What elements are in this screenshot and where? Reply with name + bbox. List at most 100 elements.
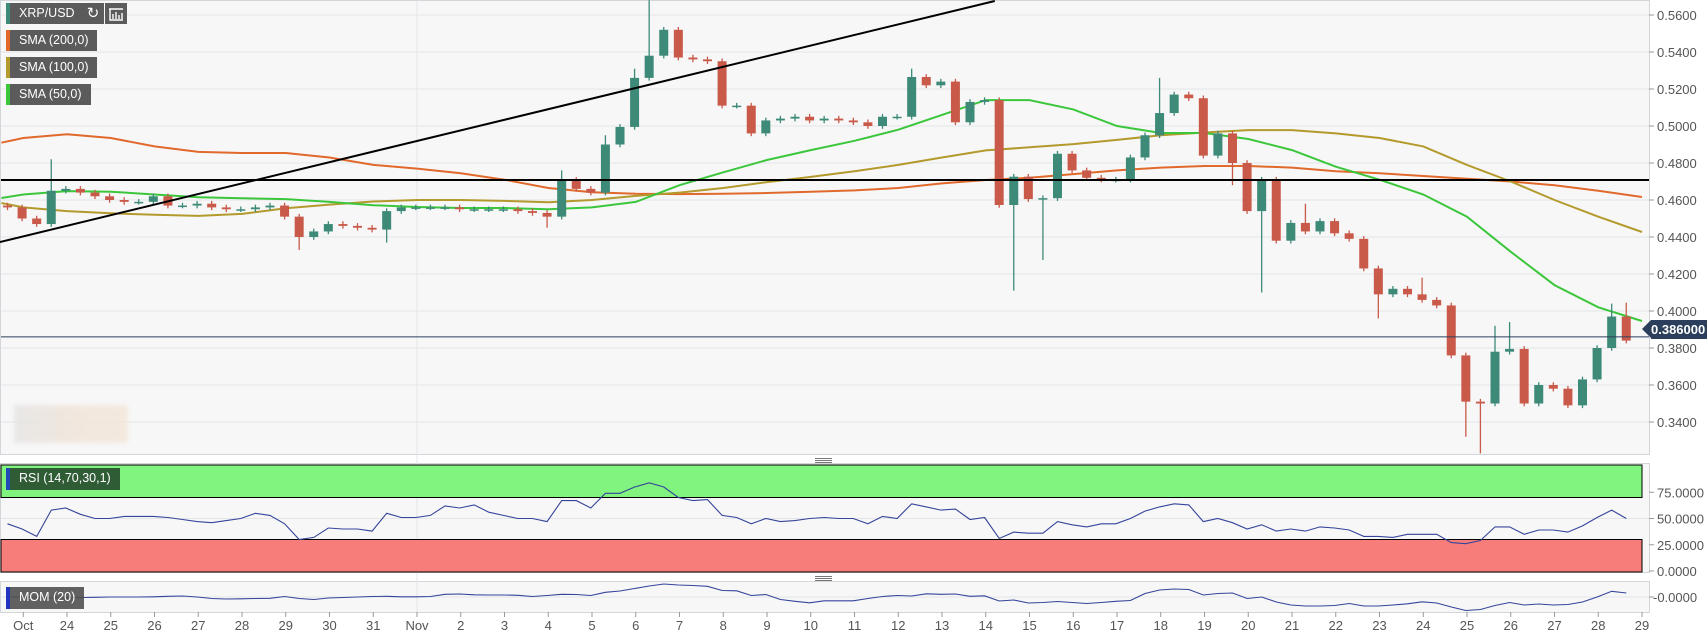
candle-body[interactable] <box>805 116 815 121</box>
legend-sma100[interactable]: SMA (100,0) <box>6 57 98 78</box>
candle-body[interactable] <box>75 188 85 193</box>
candle-body[interactable] <box>46 190 56 225</box>
candle-body[interactable] <box>353 225 362 228</box>
candle-body[interactable] <box>32 218 42 225</box>
candle-body[interactable] <box>1330 221 1340 234</box>
candle-body[interactable] <box>863 122 873 126</box>
candle-body[interactable] <box>1446 305 1456 356</box>
candle-body[interactable] <box>965 101 975 123</box>
candle-body[interactable] <box>309 231 319 237</box>
candle-body[interactable] <box>1563 388 1573 406</box>
candle-body[interactable] <box>907 76 917 117</box>
candle-body[interactable] <box>1388 288 1398 295</box>
candle-body[interactable] <box>1038 198 1048 200</box>
candle-body[interactable] <box>528 211 537 213</box>
candle-body[interactable] <box>1432 299 1442 306</box>
candle-body[interactable] <box>17 207 27 219</box>
candle-body[interactable] <box>1169 94 1179 114</box>
candle-body[interactable] <box>1082 170 1092 178</box>
candle-body[interactable] <box>1257 179 1267 212</box>
candle-body[interactable] <box>1359 238 1369 269</box>
candle-body[interactable] <box>790 116 800 119</box>
candle-body[interactable] <box>659 29 669 56</box>
refresh-button[interactable]: ↻ <box>82 3 104 24</box>
candle-body[interactable] <box>1184 94 1194 99</box>
candle-body[interactable] <box>90 192 100 197</box>
candle-body[interactable] <box>105 196 115 200</box>
candle-body[interactable] <box>1490 351 1500 404</box>
candle-body[interactable] <box>1621 316 1631 341</box>
candle-body[interactable] <box>980 100 990 102</box>
candle-body[interactable] <box>1155 113 1165 136</box>
legend-sma50[interactable]: SMA (50,0) <box>6 84 91 105</box>
candle-body[interactable] <box>1053 153 1062 199</box>
candle-body[interactable] <box>688 57 698 60</box>
candle-body[interactable] <box>338 224 348 226</box>
bars-button[interactable] <box>105 3 127 24</box>
candle-body[interactable] <box>703 59 712 62</box>
candle-body[interactable] <box>1009 176 1019 205</box>
candle-body[interactable] <box>294 216 304 237</box>
candle-body[interactable] <box>425 207 435 209</box>
candle-body[interactable] <box>746 105 756 134</box>
candle-body[interactable] <box>3 205 12 208</box>
ascending-trendline[interactable] <box>0 0 995 243</box>
legend-symbol[interactable]: XRP/USD <box>6 3 84 24</box>
candle-body[interactable] <box>192 203 202 206</box>
candle-body[interactable] <box>1315 221 1325 232</box>
candle-body[interactable] <box>455 207 465 210</box>
main-plot-area[interactable] <box>0 0 1650 455</box>
candle-body[interactable] <box>1461 355 1471 402</box>
candle-body[interactable] <box>1505 348 1515 352</box>
legend-rsi[interactable]: RSI (14,70,30,1) <box>6 468 120 490</box>
candle-body[interactable] <box>615 126 625 145</box>
candle-body[interactable] <box>921 76 931 86</box>
candle-body[interactable] <box>1344 233 1354 239</box>
candle-body[interactable] <box>630 77 640 127</box>
candle-body[interactable] <box>1271 179 1281 241</box>
candle-body[interactable] <box>1519 348 1529 404</box>
candle-body[interactable] <box>1242 163 1252 212</box>
candle-body[interactable] <box>367 227 377 230</box>
candle-body[interactable] <box>848 120 858 123</box>
candle-body[interactable] <box>1403 288 1412 295</box>
candle-body[interactable] <box>236 209 246 211</box>
candle-body[interactable] <box>1417 294 1427 300</box>
candle-body[interactable] <box>1548 385 1558 389</box>
candle-body[interactable] <box>1198 98 1208 156</box>
candle-body[interactable] <box>673 29 683 58</box>
candle-body[interactable] <box>382 211 392 230</box>
candle-body[interactable] <box>644 55 654 78</box>
candle-body[interactable] <box>1286 222 1296 241</box>
candle-body[interactable] <box>936 81 946 86</box>
legend-sma200[interactable]: SMA (200,0) <box>6 30 98 51</box>
candle-body[interactable] <box>1213 133 1223 156</box>
candle-body[interactable] <box>469 209 479 211</box>
panel-resize-handle-mom[interactable] <box>815 576 832 581</box>
candle-body[interactable] <box>411 207 421 209</box>
candle-body[interactable] <box>250 207 260 210</box>
candle-body[interactable] <box>513 209 523 212</box>
candle-body[interactable] <box>571 180 581 189</box>
candle-body[interactable] <box>586 188 596 193</box>
candle-body[interactable] <box>396 207 406 212</box>
candle-body[interactable] <box>600 144 610 193</box>
candle-body[interactable] <box>717 61 727 106</box>
candle-body[interactable] <box>178 205 187 208</box>
candle-body[interactable] <box>265 205 275 208</box>
candle-body[interactable] <box>775 118 785 121</box>
candle-body[interactable] <box>892 116 902 119</box>
candle-body[interactable] <box>119 200 129 202</box>
candle-body[interactable] <box>834 118 844 121</box>
candle-body[interactable] <box>819 118 829 121</box>
candle-body[interactable] <box>323 224 333 232</box>
candle-body[interactable] <box>761 120 771 134</box>
candle-body[interactable] <box>1475 401 1485 404</box>
candle-body[interactable] <box>61 188 71 191</box>
candle-body[interactable] <box>1125 157 1135 180</box>
candle-body[interactable] <box>557 180 567 217</box>
candle-body[interactable] <box>1578 379 1587 406</box>
candle-body[interactable] <box>1300 222 1310 232</box>
candle-body[interactable] <box>994 100 1004 205</box>
